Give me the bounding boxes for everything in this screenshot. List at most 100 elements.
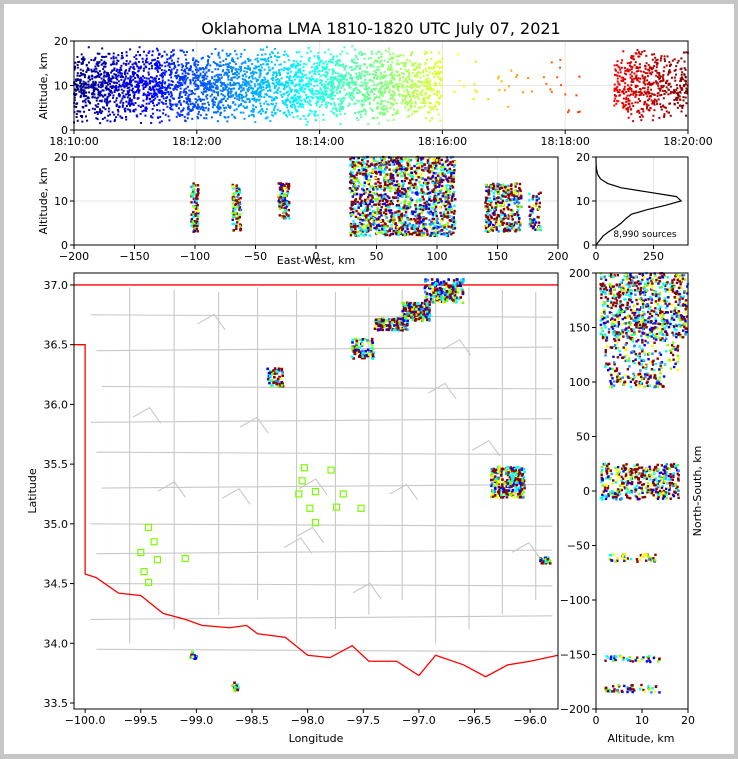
source-point (76, 84, 78, 86)
source-point (168, 79, 170, 81)
source-point (389, 53, 391, 55)
source-point (271, 61, 273, 63)
source-point (645, 68, 647, 70)
source-point (238, 105, 240, 107)
source-point (326, 93, 328, 95)
source-point (231, 69, 233, 71)
source-point (661, 80, 663, 82)
source-point (326, 75, 328, 77)
source-point (628, 70, 630, 72)
source-point (321, 104, 323, 106)
source-point (279, 64, 281, 66)
source-point (155, 67, 157, 69)
source-point (217, 120, 219, 122)
source-point (361, 219, 363, 221)
source-point (365, 100, 367, 102)
source-point (617, 80, 619, 82)
source-point (197, 230, 199, 232)
source-point (263, 89, 265, 91)
source-point (82, 106, 84, 108)
source-point (281, 83, 283, 85)
source-point (283, 93, 285, 95)
source-point (184, 120, 186, 122)
source-point (158, 103, 160, 105)
source-point (416, 90, 418, 92)
source-point (421, 94, 423, 96)
source-point (355, 88, 357, 90)
source-point (235, 84, 237, 86)
source-point (330, 76, 332, 78)
source-point (549, 88, 551, 90)
source-point (393, 230, 395, 232)
source-point (429, 87, 431, 89)
source-point (560, 84, 562, 86)
source-point (320, 87, 322, 89)
source-point (148, 103, 150, 105)
source-point (196, 210, 198, 212)
source-point (419, 164, 421, 166)
source-point (284, 61, 286, 63)
source-point (685, 102, 687, 104)
source-point (180, 111, 182, 113)
source-point (473, 98, 475, 100)
source-point (197, 79, 199, 81)
source-point (437, 226, 439, 228)
source-point (406, 218, 408, 220)
source-point (674, 80, 676, 82)
source-point (384, 88, 386, 90)
source-point (77, 61, 79, 63)
source-point (424, 100, 426, 102)
source-point (86, 120, 88, 122)
source-point (195, 66, 197, 68)
source-point (192, 77, 194, 79)
source-point (207, 70, 209, 72)
source-point (681, 105, 683, 107)
source-point (104, 80, 106, 82)
source-point (140, 66, 142, 68)
source-point (195, 200, 197, 202)
source-point (211, 71, 213, 73)
source-point (415, 110, 417, 112)
source-point (303, 84, 305, 86)
source-point (192, 216, 194, 218)
source-point (395, 167, 397, 169)
source-point (154, 85, 156, 87)
source-point (261, 108, 263, 110)
source-point (248, 86, 250, 88)
source-point (174, 103, 176, 105)
source-point (168, 119, 170, 121)
source-point (164, 51, 166, 53)
source-point (151, 54, 153, 56)
source-point (260, 87, 262, 89)
source-point (279, 74, 281, 76)
source-point (338, 108, 340, 110)
source-point (319, 62, 321, 64)
source-point (232, 212, 234, 214)
source-point (388, 168, 390, 170)
source-point (393, 92, 395, 94)
source-point (638, 94, 640, 96)
source-point (134, 77, 136, 79)
source-point (84, 74, 86, 76)
source-point (143, 83, 145, 85)
source-point (369, 79, 371, 81)
source-point (614, 88, 616, 90)
source-point (336, 89, 338, 91)
source-point (133, 66, 135, 68)
source-point (551, 91, 553, 93)
source-point (197, 87, 199, 89)
source-point (203, 91, 205, 93)
source-point (641, 51, 643, 53)
source-point (104, 66, 106, 68)
source-point (405, 95, 407, 97)
source-point (643, 50, 645, 52)
source-point (185, 97, 187, 99)
source-point (360, 233, 362, 235)
source-point (227, 76, 229, 78)
source-point (444, 168, 446, 170)
source-point (663, 113, 665, 115)
source-point (681, 68, 683, 70)
source-point (361, 85, 363, 87)
source-point (265, 117, 267, 119)
source-point (575, 94, 577, 96)
